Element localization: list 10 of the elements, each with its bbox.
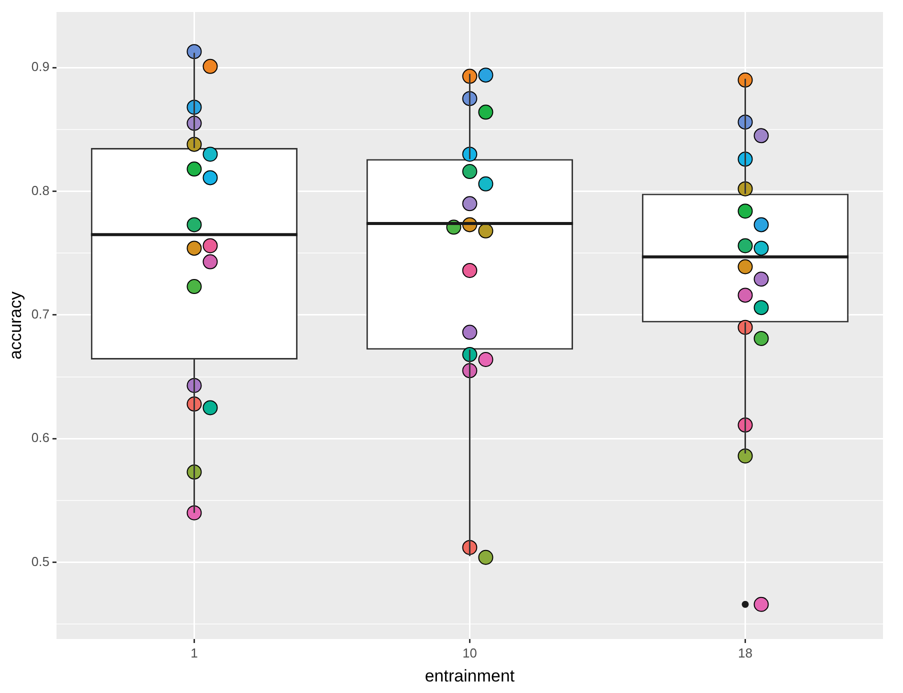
x-tick-label: 10 [462, 645, 477, 660]
y-tick-label: 0.5 [31, 554, 50, 569]
x-axis-title: entrainment [424, 666, 515, 686]
x-tick-label: 18 [738, 645, 752, 660]
y-tick-label: 0.9 [31, 59, 50, 74]
x-tick-label: 1 [190, 645, 198, 660]
y-tick-label: 0.8 [31, 182, 50, 198]
y-axis-title: accuracy [6, 290, 25, 360]
y-tick-label: 0.7 [31, 306, 50, 322]
y-tick-label: 0.6 [31, 430, 50, 446]
